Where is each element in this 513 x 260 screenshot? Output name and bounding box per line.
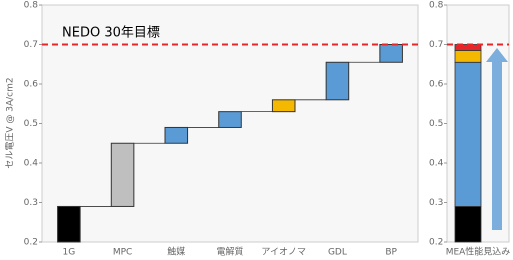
x-tick-label: アイオノマ [261,247,306,258]
bar [380,45,403,63]
y-tick-label: 0.7 [24,40,38,50]
x-tick-label: 触媒 [167,246,185,258]
y-tick-label: 0.5 [429,119,443,129]
annotation: NEDO 30年目標 [62,26,160,41]
bar [58,206,81,242]
y-tick-label: 0.4 [24,159,39,169]
bar-segment [455,62,481,206]
bar [326,62,349,100]
y-tick-label: 0.3 [24,198,38,208]
x-tick-label: MPC [113,248,132,258]
x-tick-label: 1G [63,248,76,258]
y-tick-label: 0.3 [429,198,443,208]
bar [219,112,242,128]
bar [272,100,295,112]
y-tick-label: 0.5 [24,119,38,129]
y-axis-label: セル電圧V @ 3A/cm2 [5,77,16,168]
x-tick-label: GDL [328,248,347,258]
y-tick-label: 0.4 [429,159,444,169]
y-tick-label: 0.2 [24,238,38,248]
x-tick-label: MEA性能見込み [446,246,511,258]
bar-segment [455,50,481,62]
x-tick-label: 電解質 [216,246,243,258]
x-tick-label: BP [385,248,397,258]
chart: NEDO 30年目標 セル電圧V @ 3A/cm2 0.2 0.3 0.4 0.5 0.… [0,0,513,260]
bar [165,127,188,143]
y-tick-label: 0.6 [24,80,39,90]
bar [111,143,134,206]
y-tick-label: 0.2 [429,238,443,248]
bar-segment [455,206,481,242]
y-tick-label: 0.6 [429,80,444,90]
y-tick-label: 0.8 [24,1,39,11]
y-tick-label: 0.7 [429,40,443,50]
y-tick-label: 0.8 [429,1,444,11]
